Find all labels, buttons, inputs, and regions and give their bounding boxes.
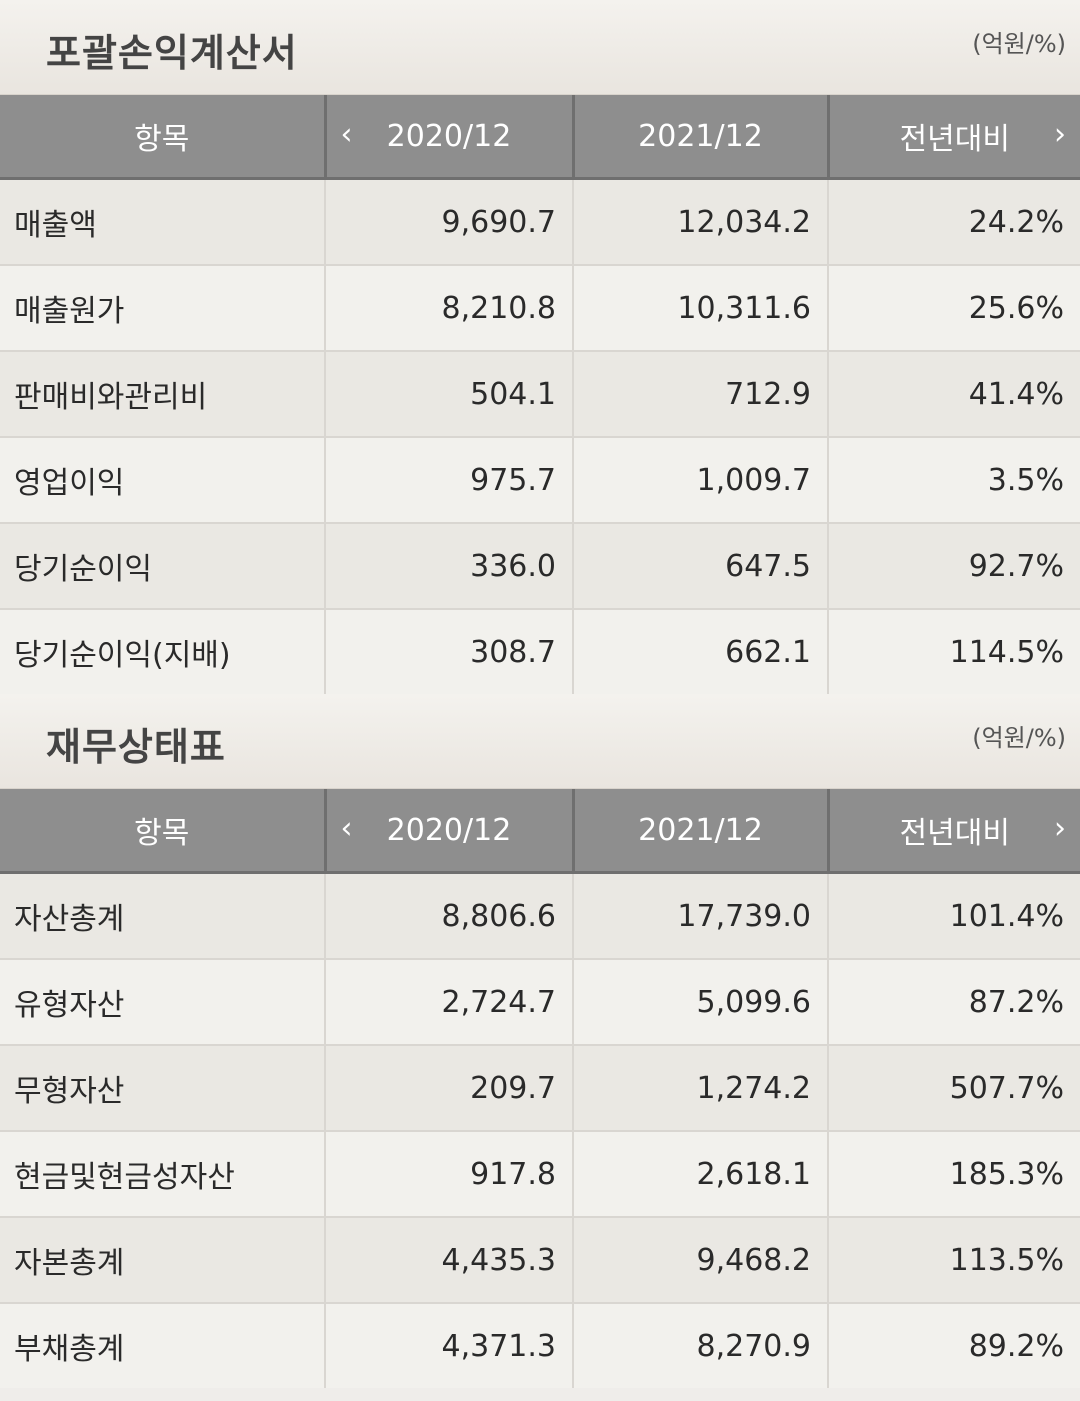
- income-table: 항목 ‹ 2020/12 2021/12 전년대비 › 매출액 9,690.7 12…: [0, 95, 1080, 694]
- row-label: 매출원가: [0, 264, 325, 351]
- value-2020: 4,371.3: [324, 1302, 573, 1388]
- value-yoy: 87.2%: [827, 958, 1080, 1045]
- value-2020: 8,210.8: [324, 264, 573, 351]
- chevron-right-icon[interactable]: ›: [1054, 117, 1066, 152]
- table-row: 자산총계 8,806.6 17,739.0 101.4%: [0, 871, 1080, 959]
- table-row: 판매비와관리비 504.1 712.9 41.4%: [0, 350, 1080, 437]
- value-2021: 12,034.2: [572, 177, 828, 265]
- row-label: 판매비와관리비: [0, 350, 325, 437]
- value-2021: 17,739.0: [572, 871, 828, 959]
- balance-title: 재무상태표: [46, 725, 226, 769]
- income-title: 포괄손익계산서: [46, 31, 298, 75]
- header-2020: ‹ 2020/12: [323, 95, 573, 180]
- row-label: 자본총계: [0, 1216, 325, 1303]
- value-2021: 712.9: [572, 350, 828, 437]
- table-row: 당기순이익(지배) 308.7 662.1 114.5%: [0, 608, 1080, 694]
- value-2020: 504.1: [324, 350, 573, 437]
- value-2021: 10,311.6: [572, 264, 828, 351]
- table-row: 매출액 9,690.7 12,034.2 24.2%: [0, 177, 1080, 265]
- value-2020: 975.7: [324, 436, 573, 523]
- value-2021: 9,468.2: [572, 1216, 828, 1303]
- value-2021: 662.1: [572, 608, 828, 694]
- table-row: 영업이익 975.7 1,009.7 3.5%: [0, 436, 1080, 523]
- header-yoy-label: 전년대비: [899, 816, 1010, 851]
- header-item: 항목: [0, 789, 325, 874]
- chevron-left-icon[interactable]: ‹: [340, 811, 353, 846]
- value-2021: 8,270.9: [572, 1302, 828, 1388]
- value-2021: 5,099.6: [572, 958, 828, 1045]
- row-label: 무형자산: [0, 1044, 325, 1131]
- row-label: 자산총계: [0, 871, 325, 959]
- income-unit: (억원/%): [972, 30, 1066, 58]
- value-yoy: 25.6%: [827, 264, 1080, 351]
- value-yoy: 3.5%: [827, 436, 1080, 523]
- value-2020: 336.0: [324, 522, 573, 609]
- value-yoy: 507.7%: [827, 1044, 1080, 1131]
- table-row: 부채총계 4,371.3 8,270.9 89.2%: [0, 1302, 1080, 1388]
- value-yoy: 113.5%: [827, 1216, 1080, 1303]
- value-2020: 8,806.6: [324, 871, 573, 959]
- table-row: 매출원가 8,210.8 10,311.6 25.6%: [0, 264, 1080, 351]
- table-row: 당기순이익 336.0 647.5 92.7%: [0, 522, 1080, 609]
- row-label: 현금및현금성자산: [0, 1130, 325, 1217]
- row-label: 유형자산: [0, 958, 325, 1045]
- value-yoy: 89.2%: [827, 1302, 1080, 1388]
- value-yoy: 185.3%: [827, 1130, 1080, 1217]
- table-row: 현금및현금성자산 917.8 2,618.1 185.3%: [0, 1130, 1080, 1217]
- value-yoy: 114.5%: [827, 608, 1080, 694]
- value-yoy: 101.4%: [827, 871, 1080, 959]
- table-row: 무형자산 209.7 1,274.2 507.7%: [0, 1044, 1080, 1131]
- value-yoy: 92.7%: [827, 522, 1080, 609]
- value-2020: 308.7: [324, 608, 573, 694]
- row-label: 부채총계: [0, 1302, 325, 1388]
- header-item: 항목: [0, 95, 325, 180]
- header-2021: 2021/12: [571, 95, 828, 180]
- value-2021: 647.5: [572, 522, 828, 609]
- header-2020-label: 2020/12: [386, 118, 512, 154]
- header-yoy: 전년대비 ›: [826, 95, 1080, 180]
- balance-body: 자산총계 8,806.6 17,739.0 101.4% 유형자산 2,724.7 5,09…: [0, 871, 1080, 1388]
- table-row: 유형자산 2,724.7 5,099.6 87.2%: [0, 958, 1080, 1045]
- row-label: 영업이익: [0, 436, 325, 523]
- header-2021: 2021/12: [571, 789, 828, 874]
- chevron-right-icon[interactable]: ›: [1054, 811, 1066, 846]
- chevron-left-icon[interactable]: ‹: [340, 117, 353, 152]
- value-2021: 1,274.2: [572, 1044, 828, 1131]
- balance-header-row: 항목 ‹ 2020/12 2021/12 전년대비 ›: [0, 789, 1080, 874]
- value-yoy: 41.4%: [827, 350, 1080, 437]
- balance-section-header: 재무상태표 (억원/%): [0, 694, 1080, 789]
- table-row: 자본총계 4,435.3 9,468.2 113.5%: [0, 1216, 1080, 1303]
- header-2020: ‹ 2020/12: [323, 789, 573, 874]
- value-2020: 4,435.3: [324, 1216, 573, 1303]
- row-label: 당기순이익: [0, 522, 325, 609]
- income-section-header: 포괄손익계산서 (억원/%): [0, 0, 1080, 95]
- value-2020: 209.7: [324, 1044, 573, 1131]
- value-2020: 2,724.7: [324, 958, 573, 1045]
- balance-table: 항목 ‹ 2020/12 2021/12 전년대비 › 자산총계 8,806.6 1…: [0, 789, 1080, 1388]
- income-header-row: 항목 ‹ 2020/12 2021/12 전년대비 ›: [0, 95, 1080, 180]
- value-2020: 917.8: [324, 1130, 573, 1217]
- header-2020-label: 2020/12: [386, 812, 512, 848]
- balance-unit: (억원/%): [972, 724, 1066, 752]
- row-label: 매출액: [0, 177, 325, 265]
- income-body: 매출액 9,690.7 12,034.2 24.2% 매출원가 8,210.8 10,311…: [0, 177, 1080, 694]
- value-2021: 1,009.7: [572, 436, 828, 523]
- value-2020: 9,690.7: [324, 177, 573, 265]
- header-yoy: 전년대비 ›: [826, 789, 1080, 874]
- value-yoy: 24.2%: [827, 177, 1080, 265]
- value-2021: 2,618.1: [572, 1130, 828, 1217]
- header-yoy-label: 전년대비: [899, 122, 1010, 157]
- row-label: 당기순이익(지배): [0, 608, 325, 694]
